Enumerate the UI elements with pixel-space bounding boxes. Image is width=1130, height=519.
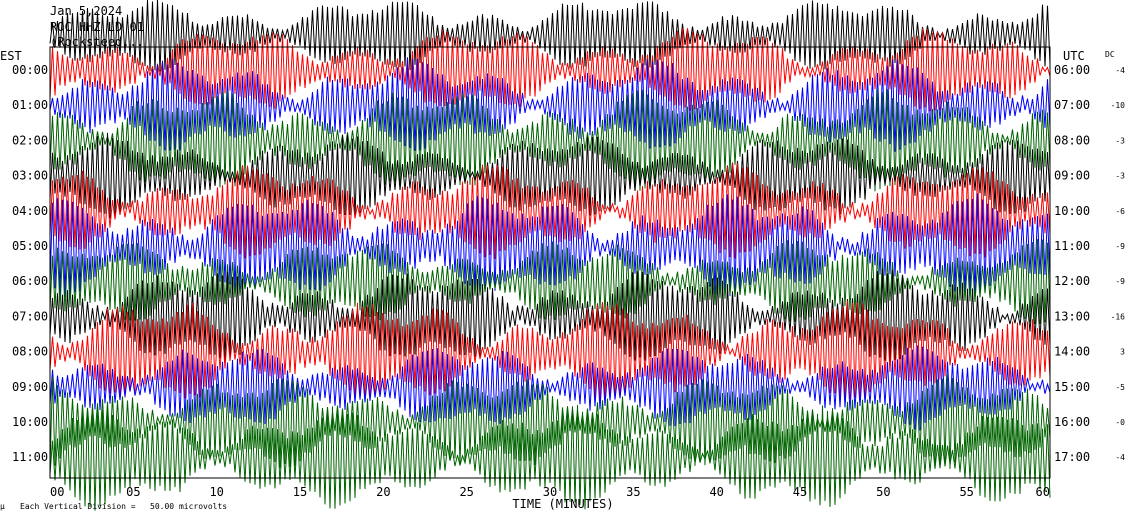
left-axis-label: EST <box>0 49 22 63</box>
footnote: Each Vertical Division = 50.00 microvolt… <box>20 502 227 511</box>
est-time-label: 04:00 <box>12 204 48 218</box>
dc-offset-label: -5 <box>1115 383 1125 392</box>
dc-offset-label: -10 <box>1111 101 1126 110</box>
dc-offset-label: 3 <box>1120 348 1125 357</box>
trace-line <box>49 57 1051 152</box>
dc-offset-label: -0 <box>1115 418 1125 427</box>
plot-frame <box>49 46 1051 479</box>
utc-time-label: 08:00 <box>1054 133 1090 147</box>
trace-line <box>49 89 1051 192</box>
x-tick-label: 50 <box>876 485 890 499</box>
trace-line <box>49 268 1051 362</box>
trace-line <box>49 239 1051 325</box>
x-tick-label: 10 <box>209 485 223 499</box>
utc-time-label: 06:00 <box>1054 63 1090 77</box>
utc-time-label: 15:00 <box>1054 380 1090 394</box>
dc-offset-label: -9 <box>1115 242 1125 251</box>
est-time-label: 02:00 <box>12 133 48 147</box>
est-time-label: 06:00 <box>12 274 48 288</box>
est-time-label: 01:00 <box>12 98 48 112</box>
utc-time-label: 17:00 <box>1054 450 1090 464</box>
x-tick-label: 45 <box>793 485 807 499</box>
dc-offset-label: -16 <box>1111 312 1126 321</box>
trace-line <box>49 403 1051 511</box>
utc-time-label: 16:00 <box>1054 415 1090 429</box>
utc-time-label: 13:00 <box>1054 309 1090 323</box>
right-axis-label: UTC <box>1063 49 1085 63</box>
x-tick-label: 60 <box>1036 485 1050 499</box>
trace-line <box>49 300 1051 405</box>
dc-offset-label: -3 <box>1115 172 1125 181</box>
x-tick-label: 35 <box>626 485 640 499</box>
utc-time-label: 14:00 <box>1054 345 1090 359</box>
trace-layer <box>49 0 1051 511</box>
x-tick-label: 30 <box>543 485 557 499</box>
est-time-label: 07:00 <box>12 309 48 323</box>
est-time-label: 00:00 <box>12 63 48 77</box>
est-time-label: 05:00 <box>12 239 48 253</box>
est-time-label: 11:00 <box>12 450 48 464</box>
utc-time-label: 07:00 <box>1054 98 1090 112</box>
chart-title-station: ROC HHZ LD 01 <box>50 20 144 34</box>
x-tick-labels: 00 05 10 15 20 25 30 35 40 45 50 55 60 <box>50 485 1050 499</box>
row-labels: 00:00 06:00 -4 01:00 07:00 -10 02:00 08:00 -3 03:… <box>12 63 1125 464</box>
dc-offset-label: -9 <box>1115 277 1125 286</box>
dc-offset-label: -3 <box>1115 136 1125 145</box>
x-tick-label: 25 <box>459 485 473 499</box>
x-tick-label: 15 <box>293 485 307 499</box>
trace-line <box>49 193 1051 298</box>
trace-line <box>49 162 1051 259</box>
dc-offset-label: -6 <box>1115 207 1125 216</box>
chart-title-location: (Rocksteed... <box>50 35 144 49</box>
trace-line-prev <box>49 0 1051 72</box>
trace-line <box>49 345 1051 431</box>
x-axis-label: TIME (MINUTES) <box>512 497 613 511</box>
dc-label: DC <box>1105 50 1115 59</box>
footnote-mark: μ <box>0 502 5 511</box>
trace-line <box>49 132 1051 219</box>
x-tick-label: 05 <box>126 485 140 499</box>
utc-time-label: 11:00 <box>1054 239 1090 253</box>
utc-time-label: 10:00 <box>1054 204 1090 218</box>
dc-offset-label: -4 <box>1115 66 1125 75</box>
trace-line <box>49 28 1051 112</box>
est-time-label: 10:00 <box>12 415 48 429</box>
utc-time-label: 09:00 <box>1054 169 1090 183</box>
x-tick-label: 55 <box>959 485 973 499</box>
x-tick-label: 20 <box>376 485 390 499</box>
est-time-label: 03:00 <box>12 169 48 183</box>
est-time-label: 09:00 <box>12 380 48 394</box>
x-tick-label: 00 <box>50 485 64 499</box>
trace-line <box>49 374 1051 469</box>
utc-time-label: 12:00 <box>1054 274 1090 288</box>
chart-title-date: Jan 5,2024 <box>50 4 122 18</box>
x-tick-label: 40 <box>709 485 723 499</box>
est-time-label: 08:00 <box>12 345 48 359</box>
dc-offset-label: -4 <box>1115 453 1125 462</box>
